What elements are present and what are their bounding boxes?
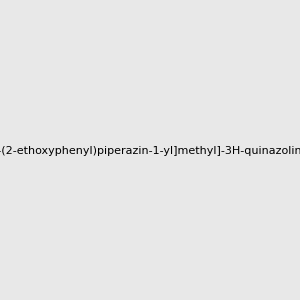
Text: 2-[[4-(2-ethoxyphenyl)piperazin-1-yl]methyl]-3H-quinazolin-4-one: 2-[[4-(2-ethoxyphenyl)piperazin-1-yl]met… [0,146,300,157]
